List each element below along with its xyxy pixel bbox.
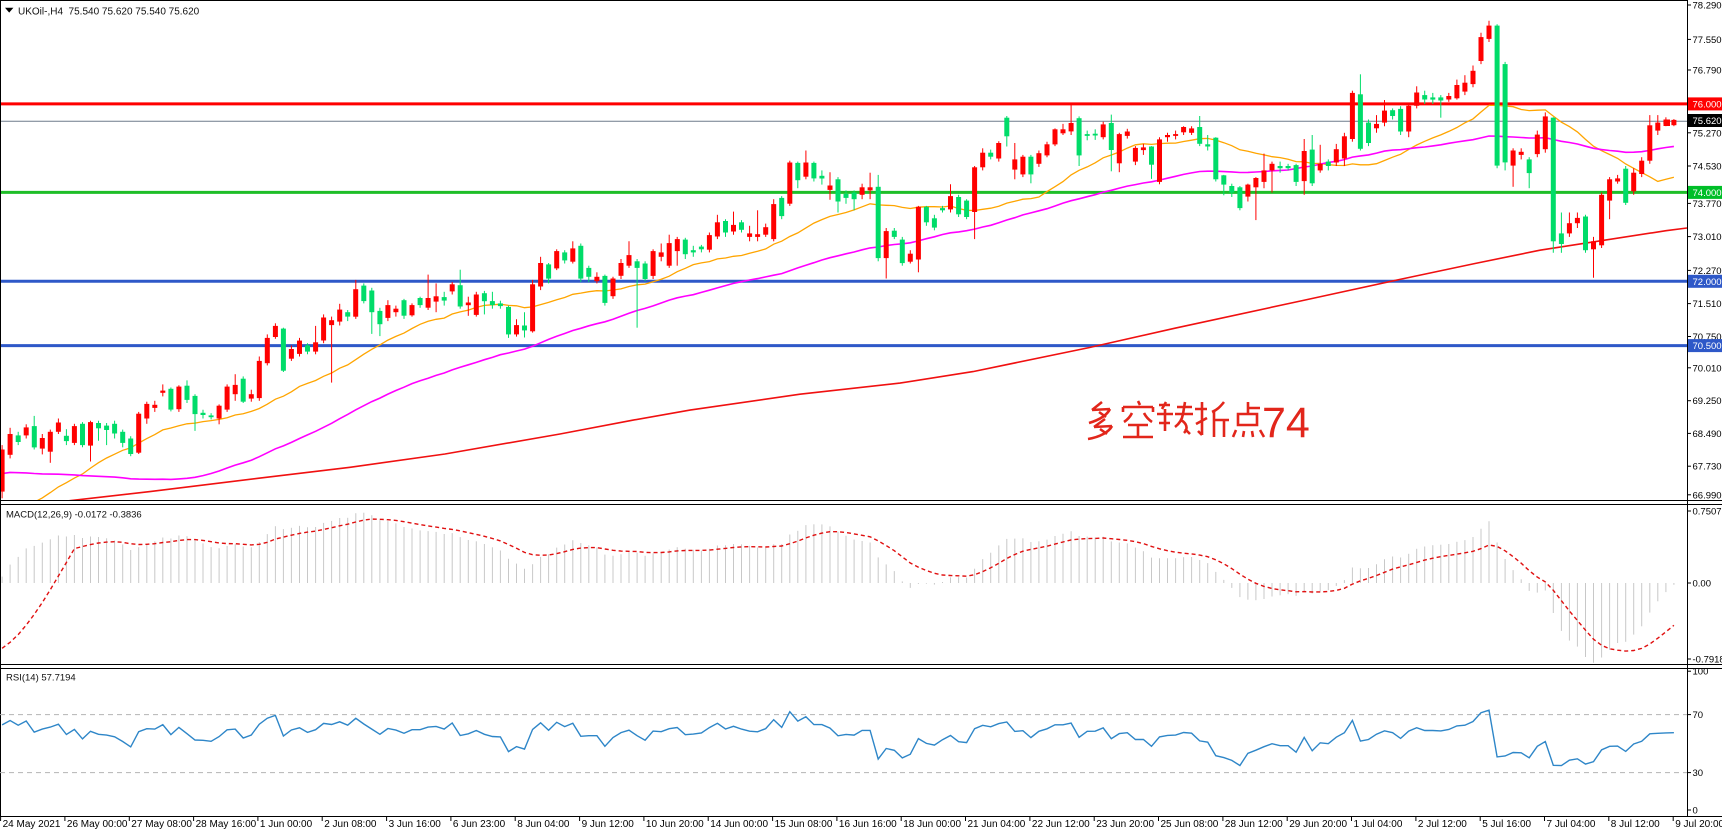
svg-text:27 May 08:00: 27 May 08:00 [131,819,192,830]
svg-text:6 Jun 23:00: 6 Jun 23:00 [453,819,506,830]
svg-text:67.730: 67.730 [1693,462,1722,473]
svg-text:UKOil-,H4 75.540 75.620 75.54: UKOil-,H4 75.540 75.620 75.540 75.620 [18,6,200,17]
svg-text:-0.7918: -0.7918 [1693,655,1722,666]
svg-text:30: 30 [1693,768,1704,779]
svg-text:5 Jul 16:00: 5 Jul 16:00 [1482,819,1531,830]
svg-text:1 Jun 00:00: 1 Jun 00:00 [260,819,313,830]
svg-text:71.510: 71.510 [1693,299,1722,310]
svg-text:8 Jul 12:00: 8 Jul 12:00 [1611,819,1660,830]
svg-text:70.750: 70.750 [1693,332,1722,343]
svg-text:100: 100 [1693,667,1709,678]
svg-text:24 May 2021: 24 May 2021 [3,819,61,830]
svg-text:76.000: 76.000 [1693,99,1722,110]
svg-text:0.7507: 0.7507 [1693,507,1722,518]
svg-text:28 May 16:00: 28 May 16:00 [196,819,257,830]
svg-text:21 Jun 04:00: 21 Jun 04:00 [968,819,1026,830]
svg-text:74.530: 74.530 [1693,162,1722,173]
svg-text:28 Jun 12:00: 28 Jun 12:00 [1225,819,1283,830]
svg-text:75.270: 75.270 [1693,128,1722,139]
svg-text:66.990: 66.990 [1693,490,1722,501]
svg-text:70: 70 [1693,710,1704,721]
svg-text:29 Jun 20:00: 29 Jun 20:00 [1289,819,1347,830]
svg-text:68.490: 68.490 [1693,429,1722,440]
svg-text:22 Jun 12:00: 22 Jun 12:00 [1032,819,1090,830]
svg-text:75.620: 75.620 [1693,116,1722,127]
svg-text:23 Jun 20:00: 23 Jun 20:00 [1096,819,1154,830]
svg-text:RSI(14) 57.7194: RSI(14) 57.7194 [6,673,76,684]
svg-text:9 Jul 20:00: 9 Jul 20:00 [1675,819,1722,830]
svg-text:78.290: 78.290 [1693,1,1722,12]
svg-text:18 Jun 00:00: 18 Jun 00:00 [903,819,961,830]
svg-text:72.270: 72.270 [1693,266,1722,277]
svg-text:74.000: 74.000 [1693,188,1722,199]
svg-text:77.550: 77.550 [1693,35,1722,46]
svg-text:69.250: 69.250 [1693,396,1722,407]
svg-text:70.010: 70.010 [1693,363,1722,374]
svg-text:76.790: 76.790 [1693,66,1722,77]
svg-text:2 Jun 08:00: 2 Jun 08:00 [324,819,377,830]
svg-text:15 Jun 08:00: 15 Jun 08:00 [775,819,833,830]
svg-text:10 Jun 20:00: 10 Jun 20:00 [646,819,704,830]
svg-text:72.000: 72.000 [1693,277,1722,288]
svg-text:73.010: 73.010 [1693,232,1722,243]
svg-text:2 Jul 12:00: 2 Jul 12:00 [1418,819,1467,830]
svg-text:9 Jun 12:00: 9 Jun 12:00 [582,819,635,830]
svg-text:0: 0 [1693,806,1698,817]
svg-text:3 Jun 16:00: 3 Jun 16:00 [389,819,442,830]
svg-text:70.500: 70.500 [1693,341,1722,352]
svg-text:0.00: 0.00 [1693,579,1712,590]
svg-text:7 Jul 04:00: 7 Jul 04:00 [1547,819,1596,830]
svg-text:25 Jun 08:00: 25 Jun 08:00 [1161,819,1219,830]
svg-text:8 Jun 04:00: 8 Jun 04:00 [517,819,570,830]
svg-text:74: 74 [1262,399,1310,447]
svg-text:73.770: 73.770 [1693,199,1722,210]
svg-text:26 May 00:00: 26 May 00:00 [67,819,128,830]
svg-text:MACD(12,26,9) -0.0172 -0.3836: MACD(12,26,9) -0.0172 -0.3836 [6,510,142,521]
svg-text:1 Jul 04:00: 1 Jul 04:00 [1354,819,1403,830]
svg-text:14 Jun 00:00: 14 Jun 00:00 [710,819,768,830]
svg-text:16 Jun 16:00: 16 Jun 16:00 [839,819,897,830]
